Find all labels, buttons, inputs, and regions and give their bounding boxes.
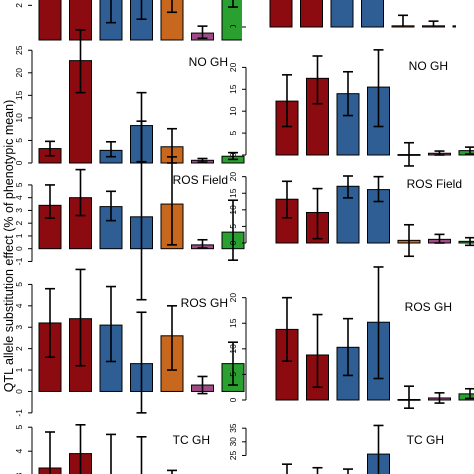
bar bbox=[458, 240, 474, 244]
y-tick-label: 20 bbox=[14, 68, 24, 78]
y-tick-label: 0 bbox=[14, 246, 24, 251]
y-tick-label: -1 bbox=[14, 409, 24, 417]
bar bbox=[38, 0, 62, 41]
y-tick-label: 30 bbox=[228, 437, 238, 447]
panel-left-5: 3 4 5 TC GH bbox=[14, 423, 210, 474]
panel-left-1: 2 bbox=[14, 0, 242, 41]
y-tick-label: 15 bbox=[228, 84, 238, 94]
y-tick-label: 2 bbox=[14, 346, 24, 351]
y-tick-label: 10 bbox=[228, 205, 238, 215]
panel-title: TC GH bbox=[407, 433, 444, 447]
panel-title: ROS GH bbox=[181, 296, 228, 310]
y-tick-label: 0 bbox=[228, 240, 238, 245]
panel-right-2: 0 5 10 15 20 NO GH bbox=[228, 49, 474, 167]
y-tick-label: 3 bbox=[14, 473, 24, 474]
bar bbox=[221, 0, 242, 41]
panel-body-right-2: 0 5 10 15 20 bbox=[228, 49, 474, 167]
panel-body-right-4: 0 5 10 15 20 bbox=[228, 266, 474, 409]
y-tick-label: 2 bbox=[14, 221, 24, 226]
panel-left-3: -1 0 1 2 3 4 5 ROS Field bbox=[14, 120, 245, 301]
y-tick-label: 2 bbox=[14, 3, 24, 8]
y-tick-label: -1 bbox=[14, 257, 24, 265]
y-tick-label: 5 bbox=[14, 138, 24, 143]
y-tick-label: 25 bbox=[228, 450, 238, 460]
panel-body-right-1: 0 bbox=[228, 0, 456, 29]
y-tick-label: 1 bbox=[14, 233, 24, 238]
y-tick-label: 10 bbox=[14, 113, 24, 123]
bar bbox=[452, 25, 456, 28]
y-tick-label: 1 bbox=[14, 367, 24, 372]
panel-right-4: 0 5 10 15 20 ROS GH bbox=[228, 266, 474, 409]
panel-body-left-1: 2 bbox=[14, 0, 242, 41]
y-tick-label: 15 bbox=[14, 90, 24, 100]
y-tick-label: 5 bbox=[228, 224, 238, 229]
y-tick-label: 0 bbox=[14, 160, 24, 165]
panel-title: NO GH bbox=[189, 55, 228, 69]
y-tick-label: 4 bbox=[14, 195, 24, 200]
bar bbox=[269, 0, 293, 28]
y-tick-label: 0 bbox=[14, 389, 24, 394]
panel-left-2: 0 5 10 15 20 25 NO GH bbox=[14, 29, 245, 165]
y-tick-label: 5 bbox=[228, 130, 238, 135]
y-tick-label: 4 bbox=[14, 449, 24, 454]
panel-left-4: -1 0 1 2 3 4 5 ROS GH bbox=[14, 268, 245, 417]
panel-body-right-5: 25 30 35 bbox=[228, 423, 390, 474]
panel-right-3: 0 5 10 15 20 ROS Field bbox=[228, 172, 474, 258]
y-tick-label: 5 bbox=[14, 425, 24, 430]
y-tick-label: 20 bbox=[228, 172, 238, 182]
panel-body-left-5: 3 4 5 bbox=[14, 423, 177, 474]
y-tick-label: 4 bbox=[14, 303, 24, 308]
y-tick-label: 0 bbox=[228, 24, 238, 29]
y-tick-label: 15 bbox=[228, 318, 238, 328]
y-tick-label: 3 bbox=[14, 325, 24, 330]
y-tick-label: 5 bbox=[14, 182, 24, 187]
y-tick-label: 20 bbox=[228, 62, 238, 72]
y-axis-label: QTL allele substitution effect (% of phe… bbox=[2, 100, 16, 393]
y-tick-label: 10 bbox=[228, 106, 238, 116]
y-tick-label: 25 bbox=[14, 45, 24, 55]
bar bbox=[330, 0, 354, 28]
panel-right-1: 0 bbox=[228, 0, 456, 29]
y-tick-label: 0 bbox=[228, 152, 238, 157]
y-tick-label: 35 bbox=[228, 423, 238, 433]
bar bbox=[300, 0, 323, 28]
panel-body-left-2: 0 5 10 15 20 25 bbox=[14, 29, 245, 165]
y-tick-label: 5 bbox=[14, 282, 24, 287]
panel-body-left-3: -1 0 1 2 3 4 5 bbox=[14, 120, 245, 301]
panel-title: ROS GH bbox=[405, 300, 452, 314]
panel-right-5: 25 30 35 TC GH bbox=[228, 423, 444, 474]
bar bbox=[160, 0, 184, 41]
y-tick-label: 20 bbox=[228, 293, 238, 303]
y-tick-label: 3 bbox=[14, 208, 24, 213]
y-tick-label: 15 bbox=[228, 188, 238, 198]
panel-title: NO GH bbox=[409, 59, 448, 73]
y-tick-label: 10 bbox=[228, 344, 238, 354]
panel-title: ROS Field bbox=[407, 177, 462, 191]
panel-body-left-4: -1 0 1 2 3 4 5 bbox=[14, 268, 245, 417]
y-tick-label: 5 bbox=[228, 372, 238, 377]
panel-body-right-3: 0 5 10 15 20 bbox=[228, 172, 474, 258]
y-tick-label: 0 bbox=[228, 397, 238, 402]
panel-title: TC GH bbox=[173, 433, 210, 447]
panel-title: ROS Field bbox=[173, 173, 228, 187]
bar bbox=[361, 0, 384, 28]
